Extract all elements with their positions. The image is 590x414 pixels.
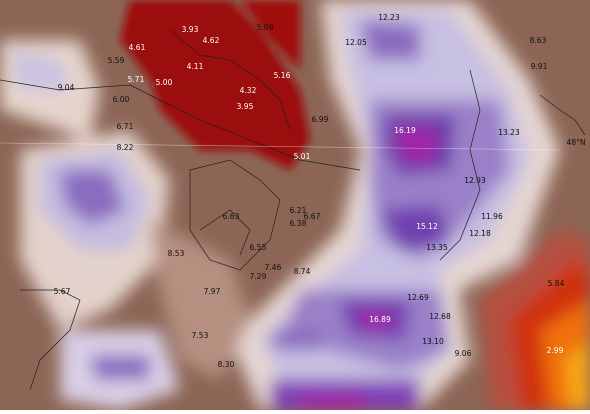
value-label: 8.53 <box>168 249 185 258</box>
value-label: 6.63 <box>223 212 240 221</box>
value-label: 11.96 <box>481 212 503 221</box>
value-label: 6.71 <box>117 122 134 131</box>
value-label: 3.93 <box>182 25 199 34</box>
value-label: 8.30 <box>218 360 235 369</box>
value-label: 4.32 <box>240 86 257 95</box>
value-label: 12.69 <box>407 293 429 302</box>
value-label: 8.74 <box>294 267 311 276</box>
value-label: 12.23 <box>378 13 400 22</box>
value-label: 9.91 <box>531 62 548 71</box>
value-label: 15.12 <box>416 222 438 231</box>
value-label: 13.10 <box>422 337 444 346</box>
value-label: 5.67 <box>54 287 71 296</box>
borders <box>0 29 586 391</box>
value-label: 12.18 <box>469 229 491 238</box>
value-label: 8.22 <box>117 143 134 152</box>
value-label: 4.11 <box>187 62 204 71</box>
value-label: 16.89 <box>369 315 391 324</box>
value-label: 6.67 <box>304 212 321 221</box>
value-label: 6.00 <box>113 95 130 104</box>
value-label: 5.84 <box>548 279 565 288</box>
value-label: 7.53 <box>192 331 209 340</box>
value-label: 7.29 <box>250 272 267 281</box>
value-label: 2.99 <box>547 346 564 355</box>
value-label: 6.21 <box>290 206 307 215</box>
value-label: 5.00 <box>156 78 173 87</box>
value-label: 7.46 <box>265 263 282 272</box>
value-label: 8.63 <box>530 36 547 45</box>
value-label: 9.04 <box>58 83 75 92</box>
value-label: 7.97 <box>204 287 221 296</box>
latitude-line <box>0 142 561 151</box>
latitude-label: 48°N <box>567 138 586 147</box>
value-label: 12.05 <box>345 38 367 47</box>
value-label: 3.95 <box>237 102 254 111</box>
value-label: 13.23 <box>498 128 520 137</box>
value-label: 4.62 <box>203 36 220 45</box>
value-label: 13.35 <box>426 243 448 252</box>
value-label: 4.61 <box>129 43 146 52</box>
value-label: 6.38 <box>290 219 307 228</box>
value-label: 16.19 <box>394 126 416 135</box>
value-label: 12.68 <box>429 312 451 321</box>
value-label: 5.01 <box>294 152 311 161</box>
value-label: 6.99 <box>312 115 329 124</box>
value-label: 5.16 <box>274 71 291 80</box>
value-label: 5.71 <box>128 75 145 84</box>
value-labels: 3.93 4.62 5.09 4.61 5.59 4.11 5.71 5.00 9.04 4.32… <box>54 13 565 369</box>
value-label: 5.59 <box>108 56 125 65</box>
value-label: 12.93 <box>464 176 486 185</box>
value-label: 5.09 <box>257 23 274 32</box>
value-label: 6.55 <box>250 243 267 252</box>
value-label: 9.06 <box>455 349 472 358</box>
